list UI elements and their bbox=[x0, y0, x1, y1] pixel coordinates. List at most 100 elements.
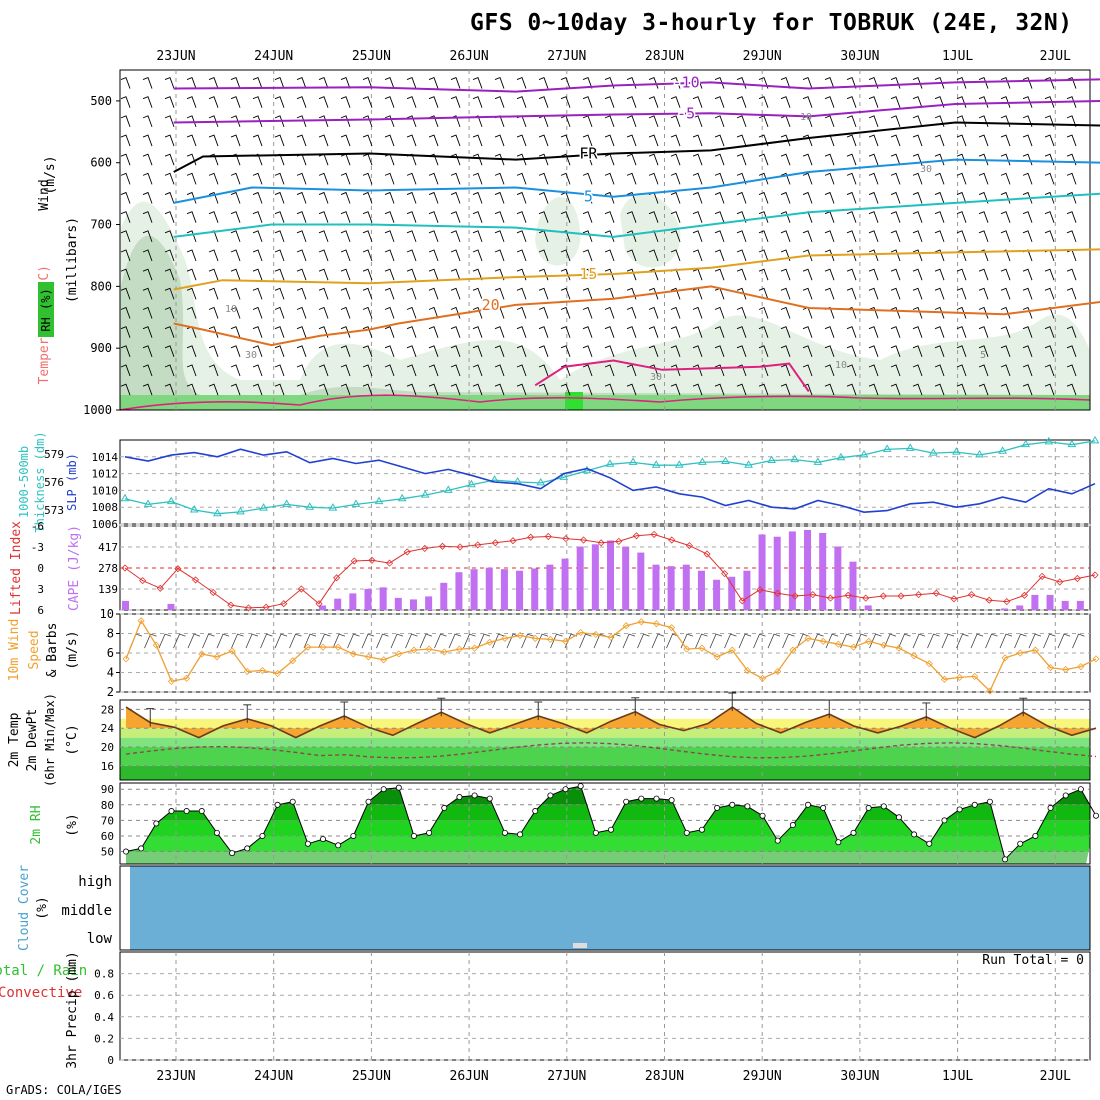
wind-barb bbox=[648, 96, 659, 108]
cloud-panel-frame bbox=[119, 865, 1091, 951]
wind-barb bbox=[516, 153, 527, 166]
wind10-barb bbox=[289, 633, 302, 649]
wind-barb bbox=[560, 383, 571, 396]
cape-bar bbox=[319, 605, 327, 610]
rh-marker bbox=[835, 839, 842, 846]
lifted-index-marker bbox=[950, 595, 958, 603]
wind-barb bbox=[384, 172, 395, 185]
wind-barb bbox=[802, 134, 813, 147]
wind-barb bbox=[164, 115, 175, 128]
wind-barb bbox=[340, 76, 351, 89]
wind-barb bbox=[956, 383, 967, 396]
wind-barb bbox=[494, 172, 505, 185]
rh-marker bbox=[501, 829, 508, 836]
wind-barb bbox=[1022, 191, 1033, 204]
wind-barb bbox=[956, 96, 967, 108]
wind-barb bbox=[846, 345, 857, 357]
wind-barb bbox=[208, 364, 219, 377]
wind-barb bbox=[626, 96, 637, 108]
wind10-marker bbox=[622, 622, 630, 630]
thickness-panel-frame bbox=[119, 439, 1091, 525]
wind-barb bbox=[186, 287, 197, 300]
lifted-index-marker bbox=[456, 543, 464, 551]
wind10-marker bbox=[925, 660, 933, 668]
lifted-index-marker bbox=[544, 532, 552, 541]
wind-barb bbox=[274, 306, 285, 319]
wind-barb bbox=[450, 287, 461, 300]
li-tick-label: 0 bbox=[37, 562, 44, 575]
rh-marker bbox=[213, 829, 220, 836]
wind-barb bbox=[318, 115, 329, 128]
wind-barb bbox=[758, 306, 769, 319]
wind-barb bbox=[428, 134, 439, 147]
rh-marker bbox=[820, 804, 827, 811]
lifted-index-marker bbox=[668, 536, 676, 544]
wind-barb bbox=[868, 230, 879, 243]
lifted-index-marker bbox=[932, 589, 940, 597]
wind-barb bbox=[384, 191, 395, 204]
wind-barb bbox=[230, 249, 241, 262]
wind-barb bbox=[494, 211, 505, 223]
wind-barb bbox=[428, 172, 439, 185]
wind-barb bbox=[780, 306, 791, 319]
wind-barb bbox=[736, 115, 747, 128]
wind-barb bbox=[120, 364, 131, 377]
cape-bar bbox=[682, 564, 690, 610]
wind-barb bbox=[274, 230, 285, 243]
wind10-marker bbox=[395, 650, 403, 658]
lifted-index-marker bbox=[244, 604, 253, 612]
thickness-marker bbox=[536, 477, 546, 486]
wind10-barb bbox=[216, 633, 230, 649]
section-tick-label: 900 bbox=[90, 341, 112, 355]
wind-barb bbox=[934, 306, 945, 319]
wind-barb bbox=[956, 134, 967, 147]
section-tick-label: 700 bbox=[90, 218, 112, 232]
cape-bar bbox=[425, 596, 433, 610]
wind-barb bbox=[164, 96, 175, 108]
wind-barb bbox=[890, 287, 901, 300]
wind-barb bbox=[362, 326, 373, 338]
wind-barb bbox=[120, 96, 131, 108]
wind-barb bbox=[428, 326, 439, 338]
wind-barb bbox=[604, 287, 615, 300]
thickness-tick-label: 573 bbox=[44, 504, 64, 517]
wind10-barb bbox=[477, 633, 491, 649]
wind-barb bbox=[428, 230, 439, 243]
wind-barb bbox=[164, 345, 175, 357]
wind-barb bbox=[318, 191, 329, 204]
wind10-barb bbox=[695, 633, 708, 649]
wind-barb bbox=[230, 364, 241, 377]
wind-barb bbox=[846, 364, 857, 377]
wind-barb bbox=[868, 96, 879, 108]
wind-barb bbox=[846, 211, 857, 223]
lifted-index-marker bbox=[862, 594, 870, 602]
wind10-barb bbox=[492, 633, 505, 649]
cape-bar bbox=[819, 532, 827, 610]
wind-barb bbox=[736, 249, 747, 262]
wind10-marker bbox=[516, 631, 524, 640]
wind-barb bbox=[780, 268, 791, 281]
wind-barb bbox=[230, 211, 241, 223]
wind-barb bbox=[604, 115, 615, 128]
wind-barb bbox=[670, 191, 681, 204]
wind-barb bbox=[890, 76, 901, 89]
wind10-barb bbox=[898, 633, 911, 649]
rh-marker bbox=[880, 803, 887, 810]
cape-bar bbox=[561, 558, 569, 610]
wind-barb bbox=[340, 364, 351, 377]
wind-barb bbox=[340, 230, 351, 243]
lifted-index-marker bbox=[632, 532, 641, 540]
wind-barb bbox=[824, 249, 835, 262]
wind10-barb bbox=[927, 633, 940, 649]
ylabel-wind: Wind bbox=[37, 179, 52, 210]
wind10-barb bbox=[970, 633, 984, 649]
wind-barb bbox=[252, 134, 263, 147]
thickness-marker bbox=[328, 503, 338, 511]
thickness-marker bbox=[397, 493, 407, 502]
wind-barb bbox=[494, 153, 505, 166]
lifted-index-marker bbox=[967, 591, 976, 599]
wind-barb bbox=[362, 306, 373, 319]
wind10-barb bbox=[738, 633, 752, 649]
wind10-marker bbox=[713, 653, 721, 661]
cape-bar bbox=[546, 564, 554, 610]
